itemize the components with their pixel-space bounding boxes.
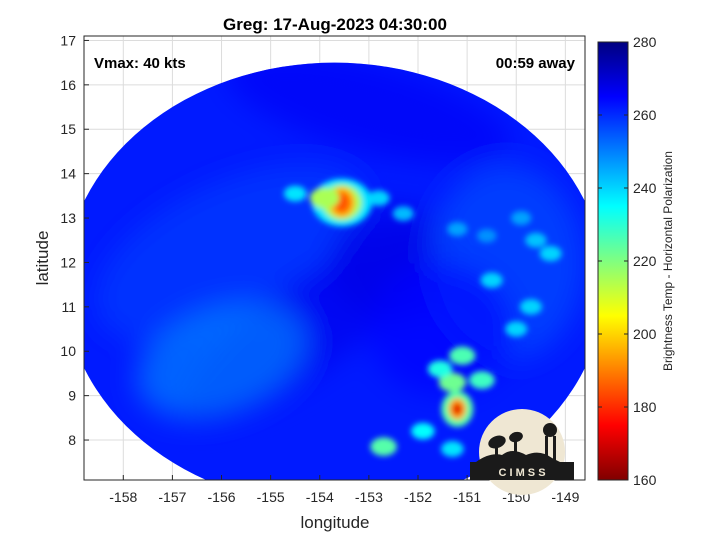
y-tick-label: 11 bbox=[61, 299, 76, 315]
cell-1 bbox=[452, 402, 463, 415]
y-tick-label: 17 bbox=[60, 32, 76, 48]
colorbar-tick-label: 160 bbox=[633, 472, 657, 488]
chart-title: Greg: 17-Aug-2023 04:30:00 bbox=[223, 15, 447, 34]
cell-13 bbox=[539, 245, 562, 262]
swath-texture bbox=[94, 62, 585, 422]
cell-4 bbox=[427, 360, 453, 378]
x-tick-label: -149 bbox=[551, 489, 579, 505]
x-tick-label: -151 bbox=[453, 489, 481, 505]
x-tick-label: -153 bbox=[355, 489, 383, 505]
x-axis-label: longitude bbox=[300, 513, 369, 532]
colorbar-tick-label: 280 bbox=[633, 34, 657, 50]
vmax-annotation: Vmax: 40 kts bbox=[94, 55, 186, 72]
band-1 bbox=[283, 185, 307, 202]
plot-frame bbox=[83, 35, 586, 481]
x-tick-label: -158 bbox=[109, 489, 137, 505]
cimss-logo-text: C I M S S bbox=[498, 467, 545, 479]
x-tick-label: -155 bbox=[257, 489, 285, 505]
cell-11 bbox=[480, 272, 503, 288]
cell-12 bbox=[525, 232, 547, 248]
core-shoulder bbox=[309, 187, 340, 209]
texture-patch bbox=[94, 163, 369, 344]
cell-5 bbox=[469, 371, 495, 390]
cimss-logo: C I M S S bbox=[470, 409, 574, 495]
cell-7 bbox=[370, 437, 397, 456]
x-tick-label: -157 bbox=[158, 489, 186, 505]
texture-patch bbox=[368, 262, 517, 396]
cell-8 bbox=[441, 441, 464, 457]
y-tick-label: 12 bbox=[60, 254, 76, 270]
cell-3 bbox=[449, 346, 476, 365]
colorbar-tick-label: 220 bbox=[633, 253, 657, 269]
cell-16 bbox=[511, 210, 532, 226]
y-tick-label: 8 bbox=[68, 432, 76, 448]
y-tick-label: 9 bbox=[68, 388, 76, 404]
convective-features bbox=[283, 178, 562, 457]
cell-15 bbox=[476, 228, 497, 243]
y-tick-label: 16 bbox=[60, 77, 76, 93]
band-3 bbox=[392, 206, 414, 221]
colorbar bbox=[597, 41, 629, 481]
cell-10 bbox=[519, 299, 542, 315]
cell-9 bbox=[505, 321, 528, 337]
colorbar-tick-label: 260 bbox=[633, 107, 657, 123]
cell-14 bbox=[447, 222, 468, 237]
x-tick-label: -152 bbox=[404, 489, 432, 505]
colorbar-label: Brightness Temp - Horizontal Polarizatio… bbox=[661, 151, 675, 371]
cell-6 bbox=[411, 422, 435, 440]
texture-patch bbox=[136, 301, 307, 419]
x-tick-label: -156 bbox=[208, 489, 236, 505]
colorbar-tick-label: 200 bbox=[633, 326, 657, 342]
texture-patch bbox=[226, 62, 512, 165]
x-axis-ticks: -158 -157 -156 -155 -154 -153 -152 -151 -150 -149 bbox=[109, 475, 580, 505]
time-away-annotation: 00:59 away bbox=[496, 55, 576, 72]
cell-2 bbox=[438, 372, 467, 392]
y-tick-label: 10 bbox=[60, 343, 76, 359]
y-axis-label: latitude bbox=[33, 231, 52, 286]
y-tick-label: 14 bbox=[60, 166, 76, 182]
colorbar-ticks: 160 180 200 220 240 260 280 bbox=[598, 34, 657, 488]
x-tick-label: -154 bbox=[306, 489, 334, 505]
y-axis-ticks: 8 9 10 11 12 13 14 15 16 17 bbox=[60, 32, 89, 448]
band-2 bbox=[367, 190, 390, 206]
colorbar-tick-label: 180 bbox=[633, 399, 657, 415]
y-tick-label: 15 bbox=[60, 121, 76, 137]
y-tick-label: 13 bbox=[60, 210, 76, 226]
colorbar-tick-label: 240 bbox=[633, 180, 657, 196]
